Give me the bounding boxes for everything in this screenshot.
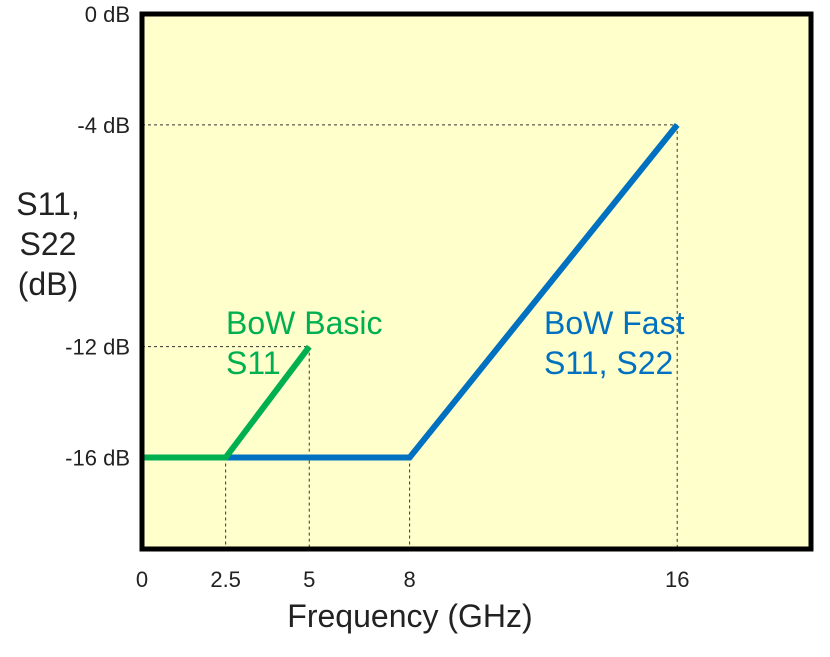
- y-tick-labels: 0 dB -4 dB -12 dB -16 dB: [65, 2, 130, 471]
- annotation-bow-basic-line-1: BoW Basic: [226, 305, 382, 341]
- annotation-bow-fast-line-1: BoW Fast: [544, 305, 685, 341]
- y-tick-label: -4 dB: [77, 113, 130, 138]
- y-tick-label: -12 dB: [65, 335, 130, 360]
- x-tick-label: 8: [403, 567, 415, 592]
- annotation-bow-basic-line-2: S11: [226, 345, 281, 381]
- x-tick-label: 5: [303, 567, 315, 592]
- annotation-bow-fast-line-2: S11, S22: [544, 345, 673, 381]
- x-tick-label: 2.5: [210, 567, 241, 592]
- guide-lines: [142, 124, 678, 549]
- x-tick-labels: 0 2.5 5 8 16: [136, 567, 690, 592]
- x-tick-label: 16: [665, 567, 689, 592]
- x-axis-title: Frequency (GHz): [287, 598, 532, 634]
- series-line-bow-fast: [142, 123, 680, 461]
- y-tick-label: -16 dB: [65, 446, 130, 471]
- plot-frame: [139, 11, 814, 552]
- y-axis-title-line-3: (dB): [18, 266, 78, 302]
- plot-area: [142, 14, 811, 549]
- y-tick-label: 0 dB: [85, 2, 130, 27]
- series-layer: [142, 123, 680, 461]
- y-axis-title-line-2: S22: [20, 226, 77, 262]
- series-line-bow-basic: [142, 344, 312, 461]
- x-tick-label: 0: [136, 567, 148, 592]
- y-axis-title-line-1: S11,: [16, 186, 79, 222]
